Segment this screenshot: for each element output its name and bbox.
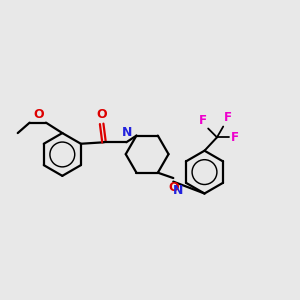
Text: O: O	[96, 108, 107, 121]
Text: N: N	[173, 184, 184, 197]
Text: O: O	[34, 108, 44, 121]
Text: F: F	[199, 114, 207, 127]
Text: N: N	[122, 126, 132, 139]
Text: F: F	[231, 131, 239, 144]
Text: F: F	[224, 111, 232, 124]
Text: O: O	[168, 181, 178, 194]
